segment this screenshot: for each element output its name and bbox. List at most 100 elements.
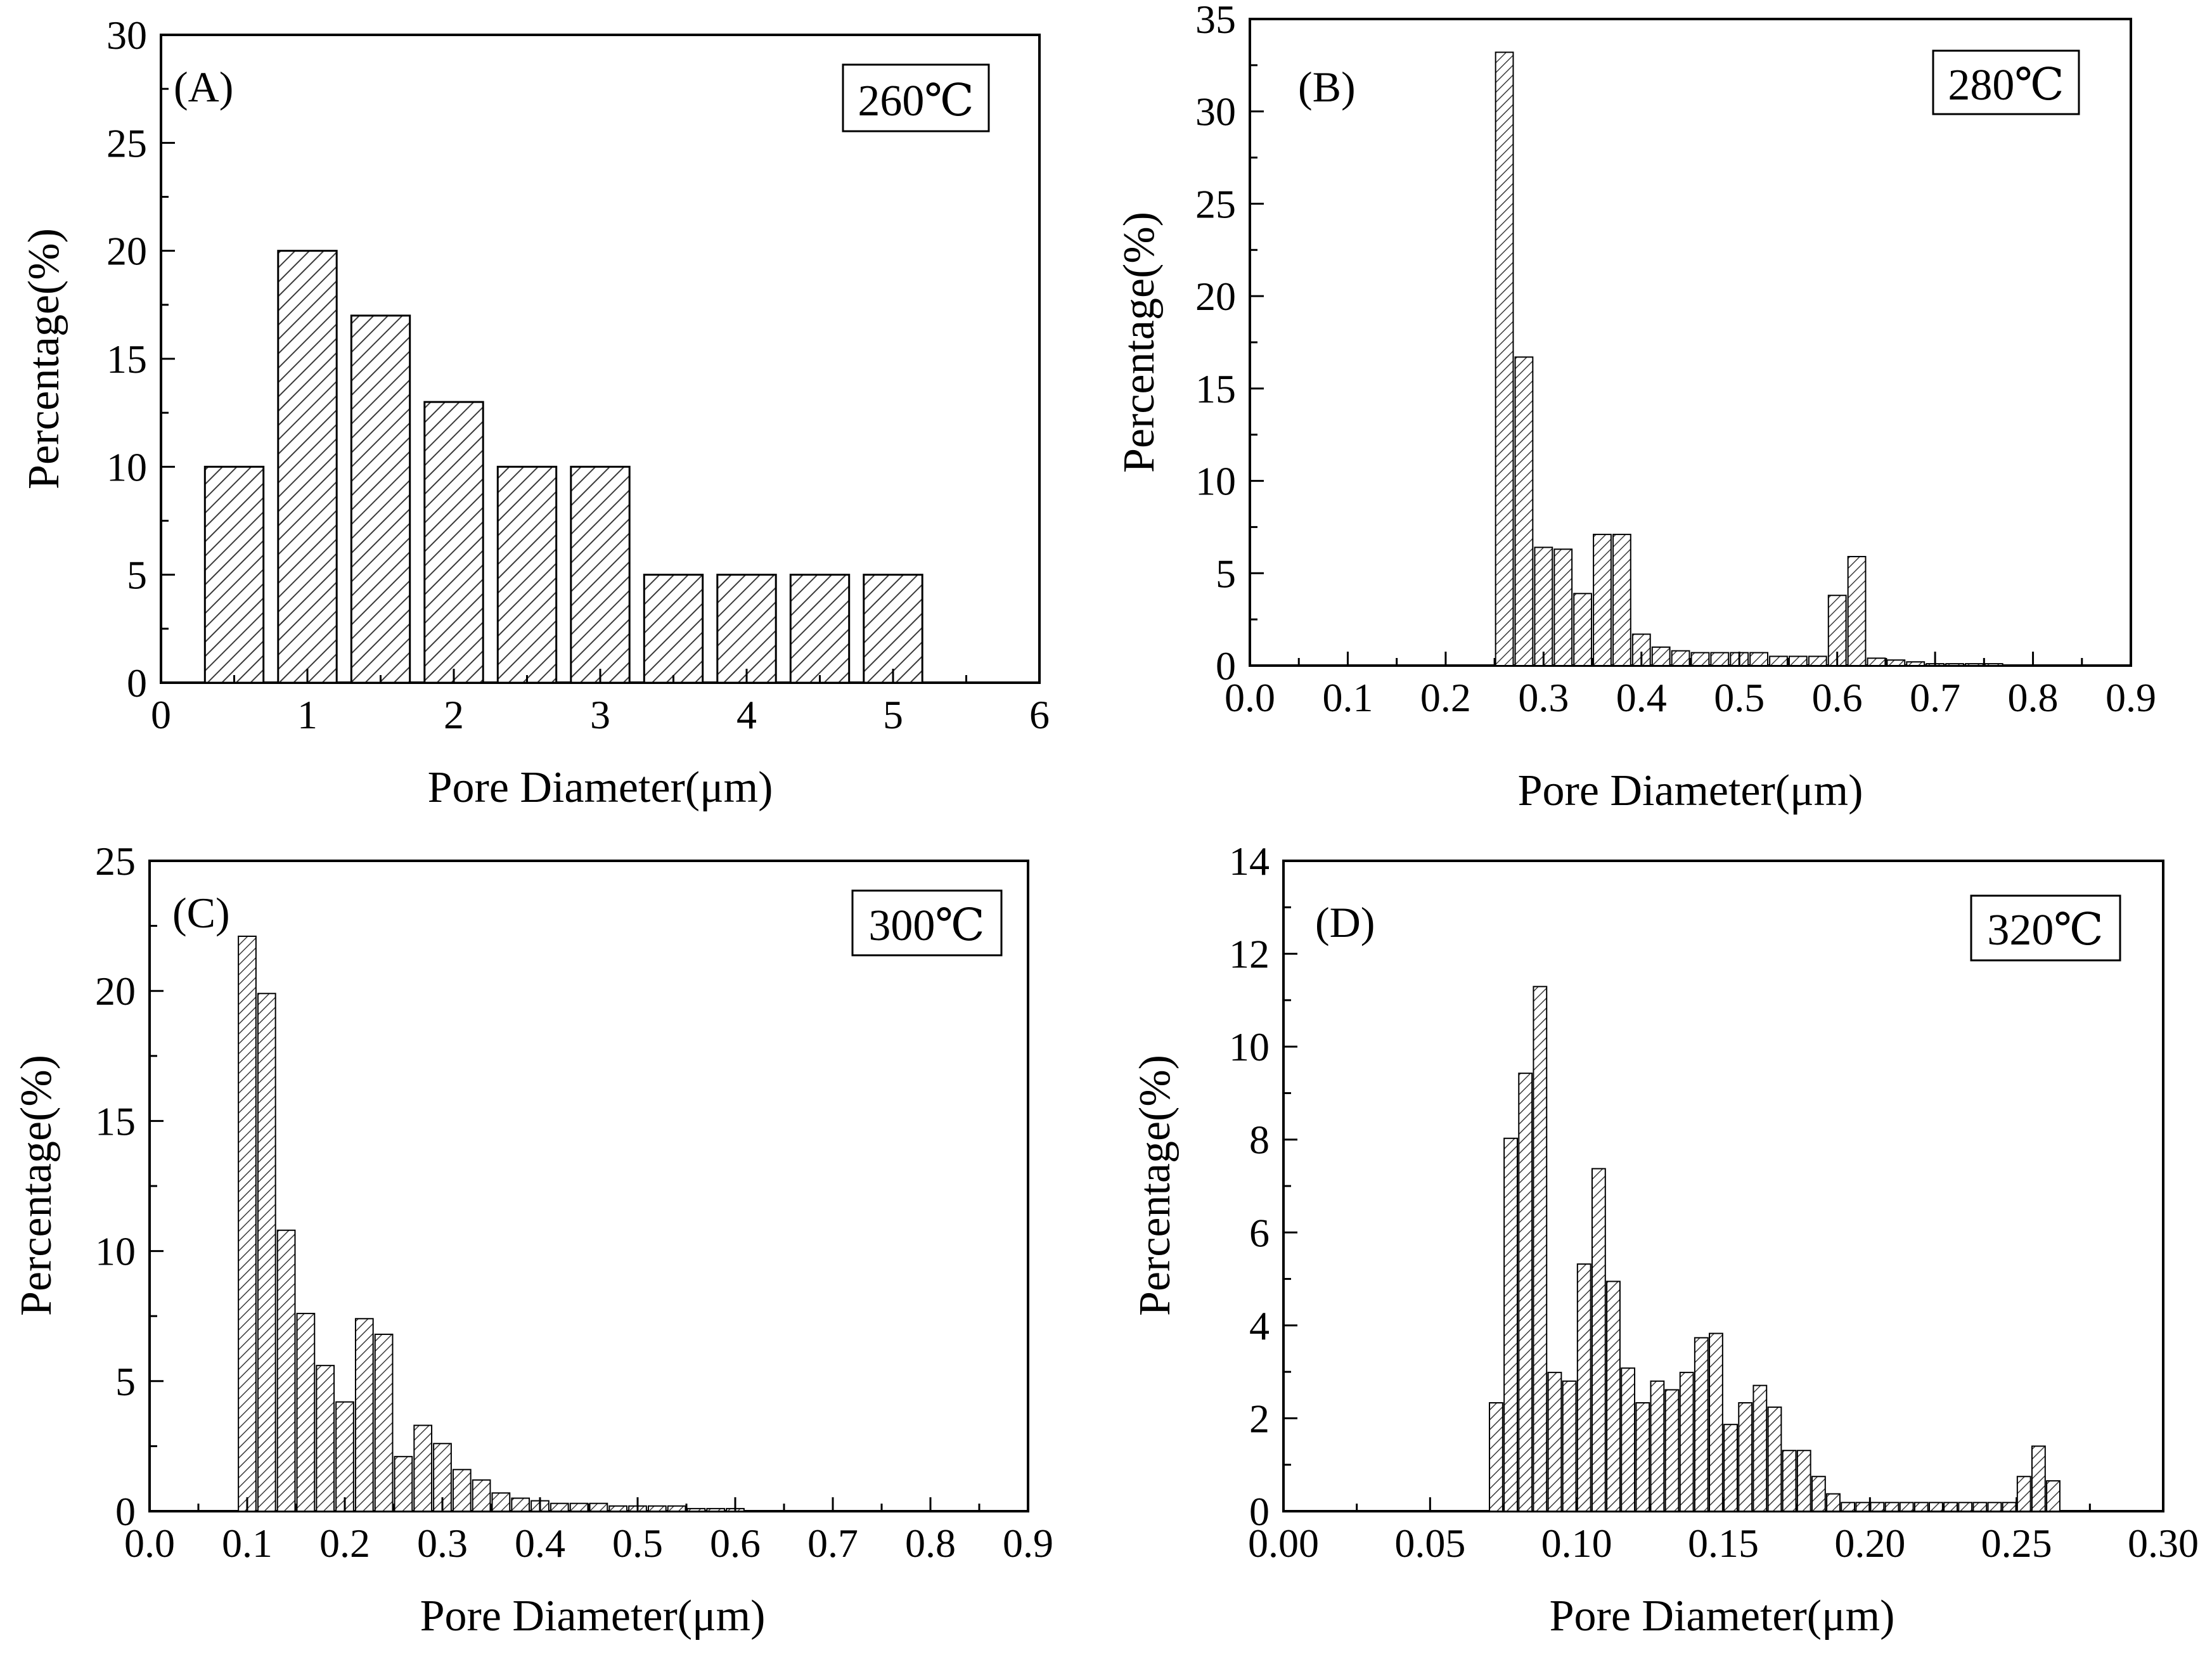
bar-series (1495, 51, 2003, 667)
axis-ticks: 0.00 0.05 0.10 0.15 0.20 0.25 0.30 0 2 4 6 8 10 12 14 (1229, 839, 2199, 1566)
x-tick-label: 0.3 (1518, 675, 1569, 720)
bar (2016, 1476, 2031, 1512)
y-axis-title: Percentage(%) (1115, 212, 1164, 473)
y-tick-label: 10 (1229, 1024, 1270, 1069)
bar (1679, 1372, 1694, 1512)
bar (1987, 1502, 2002, 1512)
bar (589, 1502, 608, 1512)
bar (706, 1507, 726, 1512)
bar (647, 1505, 667, 1512)
temperature-box: 260℃ (842, 63, 990, 132)
bar (1576, 1263, 1591, 1512)
x-axis-title: Pore Diameter(μm) (420, 1592, 766, 1641)
x-tick-label: 0.8 (905, 1521, 956, 1566)
y-tick-label: 10 (95, 1229, 136, 1274)
bar (1593, 534, 1612, 667)
x-tick-label: 0.9 (1003, 1521, 1053, 1566)
y-tick-label: 6 (1249, 1210, 1270, 1255)
x-tick-label: 0.7 (1910, 675, 1960, 720)
bar (1710, 652, 1730, 666)
x-tick-label: 0.2 (1420, 675, 1471, 720)
x-tick-label: 0.25 (1981, 1521, 2052, 1566)
x-tick-label: 0.6 (1812, 675, 1863, 720)
bar (1533, 986, 1548, 1512)
bar (354, 1318, 374, 1512)
bar (257, 993, 276, 1512)
bar (1972, 1502, 1988, 1512)
y-tick-label: 20 (106, 229, 147, 274)
bar (1495, 51, 1514, 666)
bar (1964, 663, 1984, 666)
x-tick-label: 1 (297, 692, 318, 737)
bar (1945, 663, 1964, 666)
panel-label: (D) (1315, 898, 1375, 946)
y-tick-label: 15 (1195, 366, 1236, 411)
y-tick-label: 20 (1195, 274, 1236, 319)
bar (1503, 1137, 1518, 1512)
x-tick-label: 0.0 (124, 1521, 175, 1566)
bar (1651, 646, 1671, 666)
panel-label: (B) (1298, 63, 1356, 111)
bar (1943, 1502, 1958, 1512)
bar (1534, 546, 1553, 666)
x-tick-label: 0.8 (2008, 675, 2059, 720)
svg-text:320℃: 320℃ (1987, 906, 2103, 955)
bar (1690, 652, 1710, 666)
plot-frame (1249, 18, 2132, 667)
y-tick-label: 4 (1249, 1303, 1270, 1348)
bar (1591, 1168, 1606, 1512)
y-tick-label: 10 (106, 444, 147, 489)
x-tick-label: 0.5 (1714, 675, 1765, 720)
x-tick-label: 0.00 (1248, 1521, 1319, 1566)
x-tick-label: 0.05 (1394, 1521, 1465, 1566)
svg-text:(A): (A) (174, 63, 233, 111)
y-tick-label: 30 (1195, 89, 1236, 134)
svg-text:(B): (B) (1298, 63, 1356, 111)
bar (1769, 655, 1788, 667)
bar (491, 1492, 511, 1512)
x-tick-label: 0.4 (515, 1521, 565, 1566)
bar (550, 1502, 569, 1512)
x-tick-label: 0.7 (807, 1521, 858, 1566)
x-tick-label: 0.4 (1616, 675, 1667, 720)
bar-series (203, 250, 923, 684)
svg-text:260℃: 260℃ (858, 77, 974, 126)
y-tick-label: 5 (115, 1359, 136, 1404)
svg-text:(C): (C) (172, 889, 230, 937)
bar (667, 1505, 686, 1512)
bar (643, 574, 704, 684)
bar (2031, 1445, 2046, 1512)
x-tick-label: 0.6 (710, 1521, 761, 1566)
bar (2002, 1502, 2017, 1512)
x-axis-title: Pore Diameter(μm) (1518, 766, 1863, 815)
bar (1782, 1450, 1797, 1512)
bar (1694, 1337, 1709, 1512)
bar (789, 574, 851, 684)
bar (413, 1424, 433, 1512)
bar (1808, 655, 1827, 667)
bar (1553, 548, 1573, 667)
svg-text:(D): (D) (1315, 898, 1375, 946)
bar (1886, 659, 1906, 667)
bar (1606, 1280, 1621, 1512)
y-tick-label: 25 (95, 839, 136, 884)
x-tick-label: 0.3 (417, 1521, 468, 1566)
bar-series (1489, 986, 2061, 1512)
bar (1796, 1450, 1811, 1512)
bar (350, 314, 411, 684)
svg-text:300℃: 300℃ (868, 901, 984, 950)
bar (716, 574, 777, 684)
y-tick-label: 0 (127, 661, 147, 706)
bar (1514, 356, 1534, 666)
bar (1767, 1406, 1782, 1512)
bar (277, 250, 338, 684)
y-tick-label: 5 (127, 553, 147, 598)
bar (1906, 661, 1926, 667)
bar (1841, 1502, 1856, 1512)
x-tick-label: 0.1 (222, 1521, 273, 1566)
y-tick-label: 15 (95, 1099, 136, 1144)
x-tick-label: 0.2 (319, 1521, 370, 1566)
bar (1664, 1389, 1680, 1512)
x-axis-title: Pore Diameter(μm) (1550, 1592, 1895, 1641)
